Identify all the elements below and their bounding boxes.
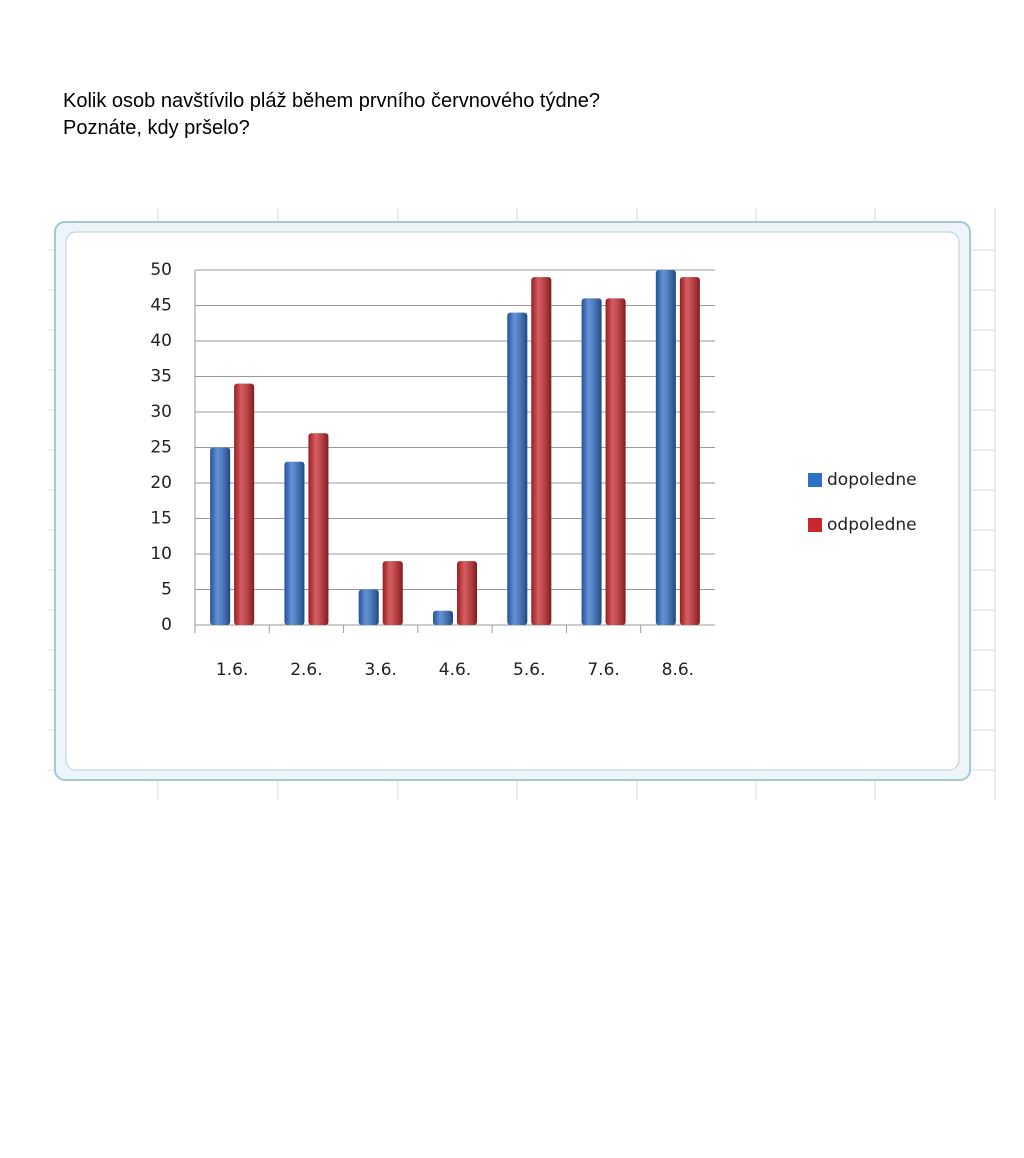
x-tick-label: 7.6. bbox=[587, 660, 619, 680]
y-tick-label: 45 bbox=[150, 296, 172, 316]
y-tick-label: 10 bbox=[150, 544, 172, 564]
x-tick-label: 2.6. bbox=[290, 660, 322, 680]
legend-swatch bbox=[808, 473, 822, 487]
bar-shading bbox=[308, 433, 329, 625]
bar-shading bbox=[531, 277, 552, 625]
chart: 0 5 10 15 20 25 30 35 40 45 50 1.6. 2.6. 3.6. 4.6. 5.6.… bbox=[48, 208, 996, 800]
bar-shading bbox=[234, 383, 255, 625]
x-tick-label: 8.6. bbox=[662, 660, 694, 680]
bar-shading bbox=[210, 447, 231, 625]
y-tick-label: 0 bbox=[161, 615, 172, 635]
question-line: Kolik osob navštívilo pláž během prvního… bbox=[63, 90, 600, 112]
bar-shading bbox=[655, 270, 676, 625]
y-tick-label: 30 bbox=[150, 402, 172, 422]
bar-shading bbox=[433, 610, 453, 625]
bar-shading bbox=[679, 277, 700, 625]
bar-shading bbox=[605, 298, 626, 625]
x-tick-label: 1.6. bbox=[216, 660, 248, 680]
bar-shading bbox=[284, 461, 305, 625]
y-tick-label: 40 bbox=[150, 331, 172, 351]
y-tick-label: 20 bbox=[150, 473, 172, 493]
legend-swatch bbox=[808, 518, 822, 532]
x-tick-label: 4.6. bbox=[439, 660, 471, 680]
x-tick-label: 5.6. bbox=[513, 660, 545, 680]
y-tick-label: 25 bbox=[150, 438, 172, 458]
y-tick-label: 15 bbox=[150, 509, 172, 529]
bar-shading bbox=[358, 589, 379, 625]
x-tick-label: 3.6. bbox=[364, 660, 396, 680]
bar-shading bbox=[507, 312, 528, 625]
y-tick-label: 50 bbox=[150, 260, 172, 280]
bar-shading bbox=[382, 561, 403, 625]
legend-label: odpoledne bbox=[827, 515, 917, 535]
question-line: Poznáte, kdy pršelo? bbox=[63, 117, 250, 139]
y-tick-label: 5 bbox=[161, 580, 172, 600]
legend-label: dopoledne bbox=[827, 470, 917, 490]
y-tick-label: 35 bbox=[150, 367, 172, 387]
bar-shading bbox=[581, 298, 602, 625]
bar-shading bbox=[457, 561, 477, 625]
